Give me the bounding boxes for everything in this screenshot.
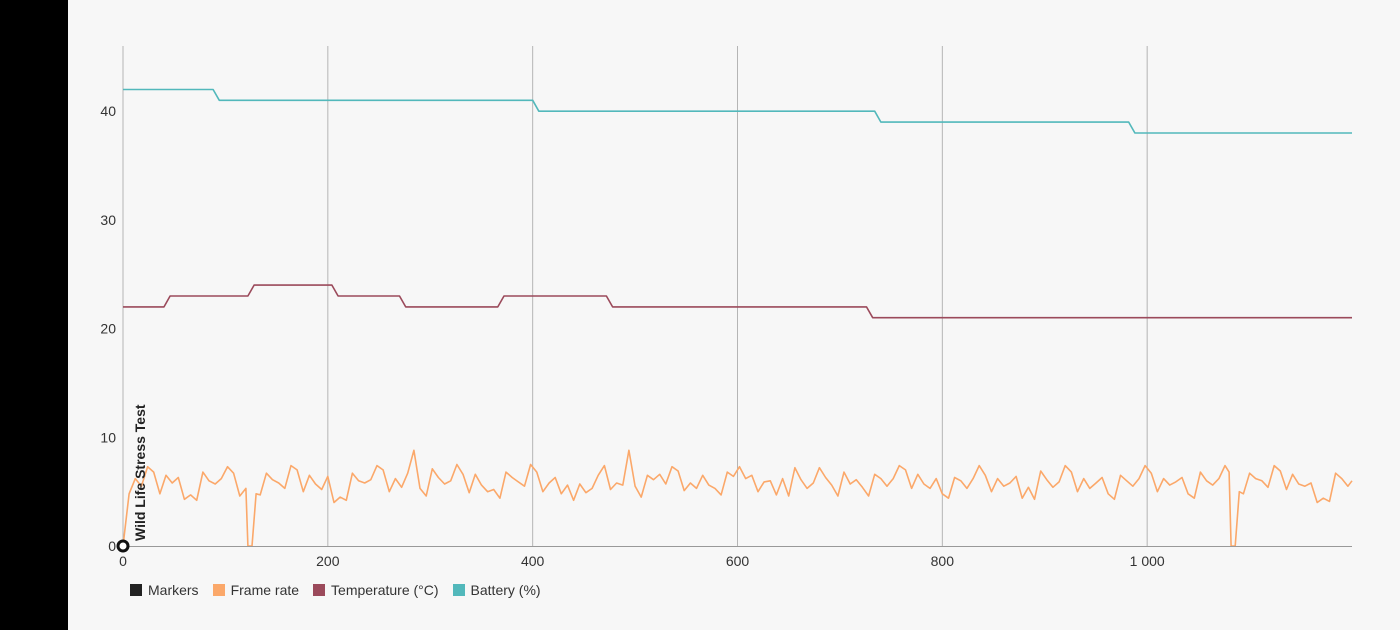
x-tick-label-200: 200: [316, 553, 340, 569]
legend-swatch-markers: [130, 584, 142, 596]
series-line-frame-rate: [122, 449, 1353, 547]
legend-item-markers[interactable]: Markers: [130, 582, 199, 598]
legend-item-battery[interactable]: Battery (%): [452, 582, 541, 598]
y-tick-label-0: 0: [108, 538, 116, 554]
left-black-bar: [0, 0, 68, 630]
y-tick-label-20: 20: [100, 321, 116, 337]
y-tick-label-30: 30: [100, 212, 116, 228]
tick-layer: 0 200 400 600 800 1 000 0 10 20 30 40: [100, 103, 1164, 569]
legend-item-temperature[interactable]: Temperature (°C): [313, 582, 439, 598]
marker-layer: Wild Life Stress Test: [116, 404, 148, 553]
legend-swatch-frame-rate: [212, 584, 225, 596]
legend-label-temperature: Temperature (°C): [331, 582, 439, 598]
legend-item-frame-rate[interactable]: Frame rate: [212, 582, 300, 598]
legend-swatch-temperature: [313, 584, 326, 596]
series-line-battery: [123, 88, 1352, 134]
marker-label-wild-life-stress-test: Wild Life Stress Test: [132, 404, 148, 541]
legend-swatch-battery: [452, 584, 465, 596]
legend-label-frame-rate: Frame rate: [230, 582, 300, 598]
y-tick-label-10: 10: [100, 429, 116, 445]
grid-layer: [122, 46, 1148, 546]
x-tick-label-800: 800: [931, 553, 955, 569]
x-tick-label-0: 0: [119, 553, 127, 569]
legend-label-markers: Markers: [148, 582, 199, 598]
marker-point-wild-life-stress-test[interactable]: [116, 539, 130, 553]
x-tick-label-400: 400: [521, 553, 545, 569]
series-line-temperature-c: [123, 284, 1352, 319]
legend-label-battery: Battery (%): [470, 582, 541, 598]
series-layer: [122, 88, 1353, 547]
x-tick-label-600: 600: [726, 553, 750, 569]
y-tick-label-40: 40: [100, 103, 116, 119]
legend: Markers Frame rate Temperature (°C) Batt…: [130, 582, 541, 598]
x-tick-label-1000: 1 000: [1130, 553, 1165, 569]
chart-panel: [68, 0, 1400, 630]
